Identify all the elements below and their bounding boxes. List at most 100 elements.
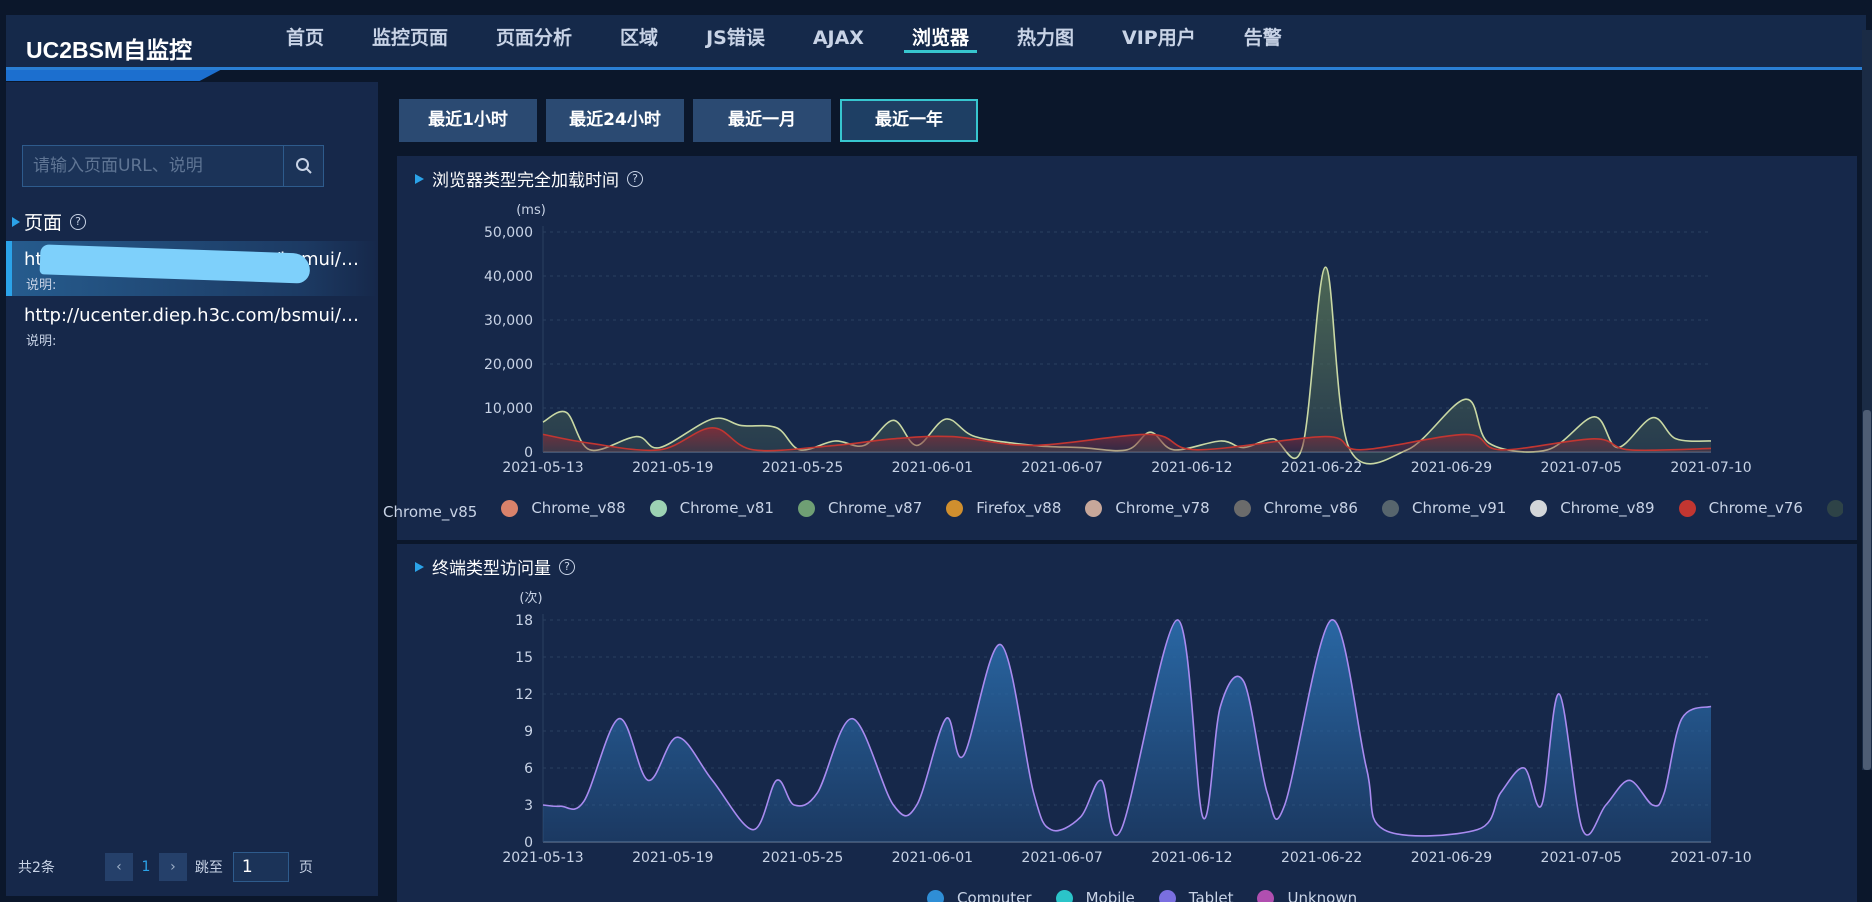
browser-load-time-panel: 浏览器类型完全加载时间 ? (ms) 50,000 40,000 30,000 20,0… [383, 156, 1857, 540]
help-icon[interactable]: ? [70, 213, 87, 230]
legend-item[interactable]: Chrome_v91 [1381, 499, 1507, 517]
legend-label: Chrome_v88 [531, 499, 626, 517]
legend-color-dot [1381, 499, 1399, 517]
legend-item[interactable]: Chrome_v87 [797, 499, 922, 517]
page-url: http://ucenter.diep.h3c.com/bsmui/bs... [24, 305, 368, 326]
legend-item[interactable]: Firefox_v89 [1826, 499, 1843, 517]
legend-color-dot [927, 889, 944, 902]
legend-item[interactable]: Chrome_v76 [1678, 499, 1803, 517]
time-range-filters: 最近1小时 最近24小时 最近一月 最近一年 [399, 99, 987, 142]
legend-label: Chrome_v81 [679, 499, 774, 517]
pages-section-title: 页面 ? [12, 208, 87, 235]
legend-label: Chrome_v78 [1115, 499, 1210, 517]
prev-page-button[interactable]: ‹ [104, 853, 133, 881]
panel-title: 浏览器类型完全加载时间 ? [415, 166, 643, 191]
legend-label: Firefox_v88 [976, 499, 1062, 517]
legend-item[interactable]: Mobile [1055, 889, 1135, 902]
legend-item[interactable]: Tablet [1158, 889, 1233, 902]
help-icon[interactable]: ? [627, 170, 643, 187]
nav-item-3[interactable]: 区域 [620, 27, 659, 49]
y-tick-label: 10,000 [484, 401, 533, 417]
x-tick-label: 2021-06-22 [1281, 850, 1362, 866]
legend-item[interactable]: Chrome_v86 [1233, 499, 1358, 517]
y-tick-label: 50,000 [484, 225, 533, 241]
pagination: 共2条 ‹ 1 › 跳至 1 页 [18, 852, 378, 882]
time-filter-button[interactable]: 最近24小时 [546, 99, 684, 142]
legend-color-dot [1085, 499, 1103, 517]
chart-legend: Chrome_v85 Chrome_v88 Chrome_v81 Chrome_v87… [383, 499, 1843, 527]
search-button[interactable] [283, 146, 323, 186]
legend-item[interactable]: Chrome_v88 [501, 499, 626, 517]
y-tick-label: 30,000 [484, 313, 533, 329]
legend-item[interactable]: Computer [927, 889, 1032, 902]
nav-item-8[interactable]: VIP用户 [1122, 27, 1196, 49]
nav-item-6[interactable]: 浏览器 [888, 15, 993, 67]
logo-accent [6, 67, 226, 81]
legend-label: Chrome_v86 [1263, 499, 1358, 517]
x-tick-label: 2021-05-25 [762, 460, 843, 476]
legend-color-dot [797, 499, 815, 517]
y-tick-label: 20,000 [484, 357, 533, 373]
legend-color-dot [1826, 499, 1843, 517]
time-filter-button[interactable]: 最近一月 [693, 99, 831, 142]
nav-item-4[interactable]: JS错误 [706, 27, 765, 49]
time-filter-button[interactable]: 最近一年 [840, 99, 978, 142]
current-page[interactable]: 1 [141, 859, 151, 875]
series-area-Chrome_v76 [543, 427, 1711, 452]
next-page-button[interactable]: › [158, 853, 187, 881]
x-tick-label: 2021-05-13 [502, 850, 583, 866]
legend-color-dot [1055, 889, 1073, 902]
panel-marker-icon [415, 173, 424, 184]
legend-item[interactable]: Chrome_v78 [1085, 499, 1210, 517]
x-tick-label: 2021-06-07 [1021, 460, 1102, 476]
y-tick-label: 40,000 [484, 269, 533, 285]
page-list-item[interactable]: http://ucenter.diep.h3c.com/bsmui/bs... … [6, 297, 378, 352]
x-tick-label: 2021-06-29 [1411, 850, 1492, 866]
y-tick-label: 9 [524, 724, 533, 740]
legend-item[interactable]: Unknown [1257, 889, 1357, 902]
page-list-item[interactable]: http://ucenter.diep.h3c.com/bsmui/bs... … [6, 241, 378, 296]
y-tick-label: 12 [515, 687, 533, 703]
legend-label: Mobile [1085, 889, 1135, 902]
chart-legend: Computer Mobile Tablet Unknown [927, 889, 1627, 902]
pages-title-text: 页面 [24, 212, 63, 234]
help-icon[interactable]: ? [559, 558, 575, 575]
legend-label: Chrome_v89 [1560, 499, 1655, 517]
page-scrollbar-thumb[interactable] [1863, 410, 1871, 770]
x-tick-label: 2021-06-12 [1151, 850, 1232, 866]
legend-label: Chrome_v91 [1411, 499, 1507, 517]
y-tick-label: 3 [524, 798, 533, 814]
page-scrollbar[interactable] [1862, 30, 1872, 770]
search-icon [295, 158, 312, 174]
main-nav: 首页 监控页面 页面分析 区域 JS错误 AJAX 浏览器 热力图 VIP用户 告警 [262, 15, 1306, 67]
jump-page-input[interactable]: 1 [232, 852, 289, 882]
legend-item[interactable]: Chrome_v89 [1530, 499, 1655, 517]
time-filter-button[interactable]: 最近1小时 [399, 99, 537, 142]
nav-item-0[interactable]: 首页 [286, 27, 325, 49]
nav-item-1[interactable]: 监控页面 [372, 27, 449, 49]
page-desc: 说明: [26, 278, 57, 293]
legend-item[interactable]: Chrome_v81 [649, 499, 774, 517]
x-tick-label: 2021-06-01 [892, 850, 973, 866]
legend-color-dot [946, 499, 964, 517]
legend-label: Chrome_v85 [383, 502, 478, 521]
series-area-Computer [543, 619, 1711, 842]
legend-item[interactable]: Firefox_v88 [946, 499, 1061, 517]
legend-item[interactable]: Chrome_v85 [383, 503, 477, 521]
app-logo: UC2BSM自监控 [26, 37, 193, 63]
legend-label: Computer [957, 889, 1032, 902]
nav-item-7[interactable]: 热力图 [1016, 27, 1074, 49]
x-tick-label: 2021-07-10 [1670, 460, 1751, 476]
legend-label: Unknown [1287, 889, 1358, 902]
nav-item-5[interactable]: AJAX [812, 27, 864, 49]
page-suffix: 页 [298, 860, 313, 876]
nav-item-2[interactable]: 页面分析 [496, 27, 573, 49]
search-input[interactable] [23, 146, 283, 186]
x-tick-label: 2021-07-10 [1670, 850, 1751, 866]
x-tick-label: 2021-07-05 [1541, 460, 1622, 476]
x-tick-label: 2021-05-25 [762, 850, 843, 866]
search-box [22, 145, 324, 187]
nav-item-9[interactable]: 告警 [1243, 27, 1282, 49]
